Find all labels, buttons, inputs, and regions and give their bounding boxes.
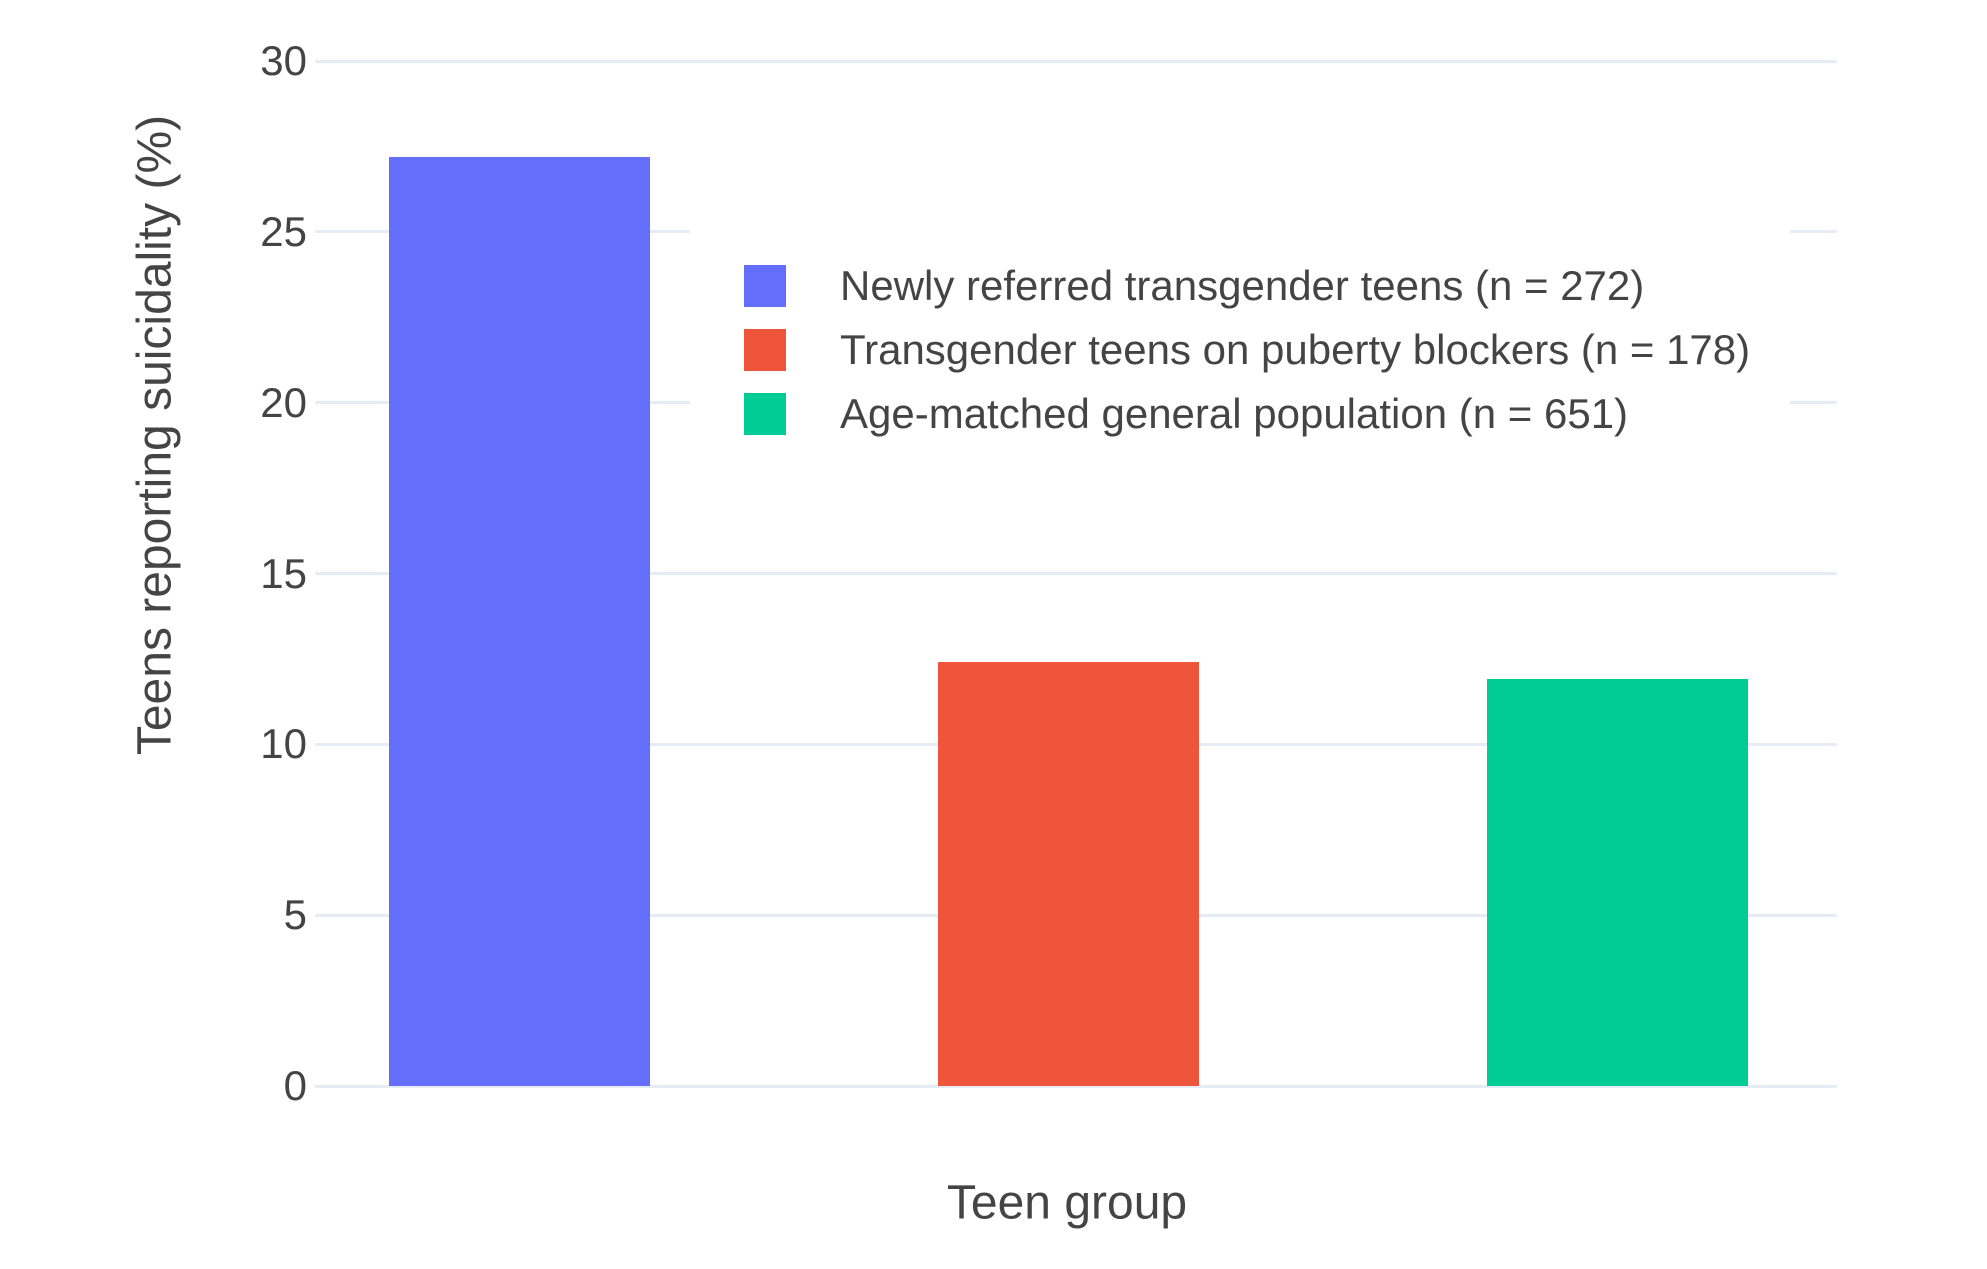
x-axis-title: Teen group	[946, 1176, 1188, 1230]
y-tick-label: 5	[283, 891, 307, 939]
y-axis-title: Teens reporting suicidality (%)	[128, 114, 182, 756]
y-tick-label: 0	[283, 1062, 307, 1109]
legend-swatch-icon	[744, 393, 786, 435]
y-tick-label: 20	[260, 378, 307, 426]
y-gridline	[315, 59, 1837, 63]
legend-item-label: Newly referred transgender teens (n = 27…	[840, 262, 1645, 309]
legend-item-1[interactable]: Transgender teens on puberty blockers (n…	[690, 318, 1790, 382]
y-tick-label: 30	[260, 37, 307, 84]
legend-swatch-icon	[744, 265, 786, 307]
legend-item-0[interactable]: Newly referred transgender teens (n = 27…	[690, 254, 1790, 318]
bar-1[interactable]	[938, 662, 1199, 1086]
bar-0[interactable]	[389, 156, 650, 1086]
legend-item-2[interactable]: Age-matched general population (n = 651)	[690, 382, 1790, 446]
y-tick-label: 10	[260, 720, 307, 768]
legend-swatch-icon	[744, 329, 786, 371]
legend: Newly referred transgender teens (n = 27…	[690, 215, 1790, 457]
y-gridline	[315, 1084, 1837, 1088]
y-tick-label: 15	[260, 549, 307, 597]
bar-2[interactable]	[1487, 679, 1748, 1086]
y-tick-label: 25	[260, 207, 307, 255]
legend-item-label: Age-matched general population (n = 651)	[840, 390, 1629, 437]
legend-item-label: Transgender teens on puberty blockers (n…	[840, 326, 1751, 373]
y-gridline	[315, 572, 1837, 575]
